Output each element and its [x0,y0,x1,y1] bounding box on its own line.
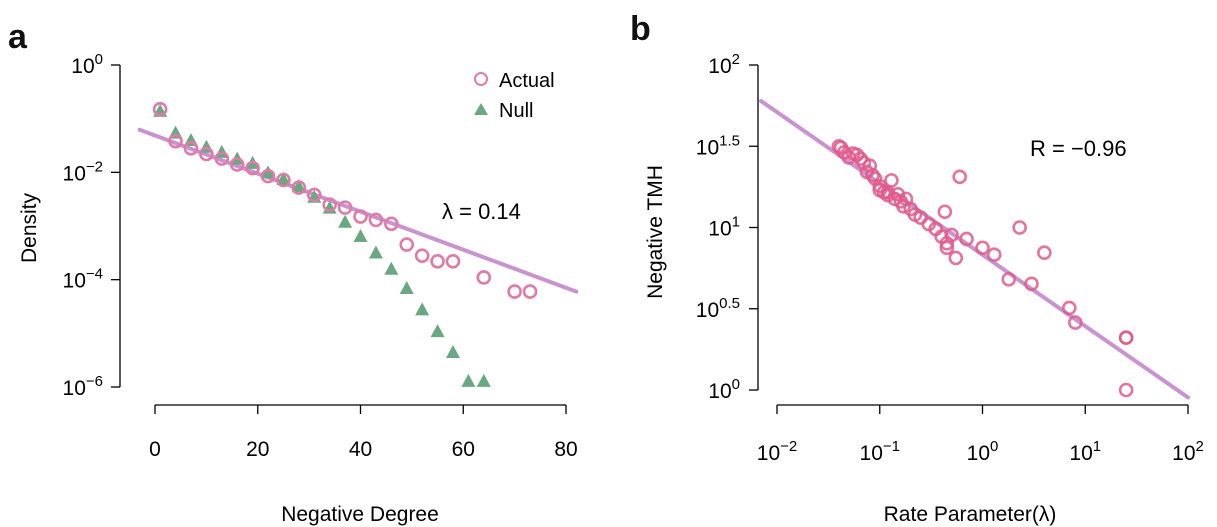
null-point [338,214,353,228]
panel-a-y-axis-label: Density [18,192,41,263]
tmh-point [944,227,959,243]
panel-a-x-tick-label: 0 [149,438,161,461]
panel-a-y-ticks: 100 10−2 10−4 10−6 [63,51,120,400]
panel-b-x-tick-label: 101 [1069,438,1101,465]
legend-actual-marker [474,72,488,86]
panel-b-fit-line-path [759,99,1190,400]
tmh-point [952,169,968,185]
tmh-point [884,173,899,188]
panel-b-x-tick-label: 100 [967,438,999,465]
null-point [368,245,383,259]
panel-letter-a: a [8,18,28,56]
tmh-point [986,247,1002,263]
actual-point [476,270,492,285]
panel-a-y-tick-label: 10−6 [63,373,103,400]
panel-b-y-tick-label: 101 [708,214,740,241]
null-point [291,179,306,193]
panel-a-x-ticks: 0 20 40 60 80 [149,405,578,461]
panel-a-x-tick-label: 40 [349,438,372,461]
panel-b-y-tick-label: 101.5 [696,132,740,159]
null-point [384,261,399,275]
panel-b-y-axis-label: Negative TMH [644,165,667,299]
actual-point [276,172,291,188]
panel-a-points [152,101,538,387]
actual-point [399,237,415,252]
panel-a-y-tick-label: 10−4 [63,266,103,293]
tmh-point [948,250,964,266]
panel-a-x-tick-label: 20 [246,438,269,461]
panel-a-y-tick-label: 100 [71,51,103,78]
panel-b-y-tick-label: 102 [708,51,740,78]
tmh-point [896,199,911,214]
legend-null-marker [474,103,488,115]
actual-point [199,146,214,162]
panel-b-points [831,139,1134,398]
panel-a-y-tick-label: 10−2 [63,158,103,185]
tmh-point [862,158,878,174]
panel-b-y-tick-label: 100 [708,376,740,403]
null-point [461,373,476,387]
panel-b-correlation-annotation: R = −0.96 [1030,136,1127,161]
panel-a-x-tick-label: 80 [554,438,577,461]
panel-b-x-axis-label: Rate Parameter(λ) [884,503,1057,526]
actual-point [368,212,384,228]
null-point [399,280,414,294]
actual-point [229,157,245,172]
panel-b-y-tick-label: 100.5 [696,295,740,322]
panel-b-x-tick-label: 10−1 [860,438,900,465]
actual-point [445,253,461,269]
actual-point [507,284,522,299]
tmh-point [937,204,953,220]
panel-a: a 0 20 40 60 80 100 10−2 10−4 10−6 Negative Deg… [8,18,579,526]
actual-point [322,197,337,212]
actual-point [353,209,368,224]
tmh-point [1012,220,1027,235]
tmh-point [1001,271,1017,287]
panel-b-x-tick-label: 102 [1172,438,1204,465]
null-point [415,302,430,316]
actual-point [260,168,276,184]
null-point [430,324,445,338]
panel-letter-b: b [630,10,651,48]
tmh-point [1067,315,1083,330]
panel-b-y-ticks: 100 100.5 101 101.5 102 [696,51,758,403]
null-point [353,229,368,243]
tmh-point [1024,276,1039,292]
panel-a-x-tick-label: 60 [452,438,475,461]
null-point [445,344,460,358]
tmh-point [1118,382,1134,398]
legend-actual-label: Actual [499,70,555,92]
actual-point [183,141,199,156]
null-point [276,172,291,186]
panel-b-x-ticks: 10−2 10−1 100 101 102 [757,405,1204,465]
tmh-point [939,240,955,256]
panel-b-x-tick-label: 10−2 [757,438,797,465]
tmh-point [1118,330,1134,345]
tmh-point [1037,245,1052,260]
panel-a-legend: Actual Null [474,70,555,122]
actual-point [306,187,322,203]
actual-point [522,284,538,299]
actual-point [291,180,307,195]
panel-b-fit-line [759,99,1190,400]
null-point [476,373,491,387]
legend-null-label: Null [499,100,533,122]
actual-point [414,248,430,263]
panel-a-x-axis-label: Negative Degree [281,503,439,526]
actual-point [384,216,399,232]
tmh-point [1062,300,1077,316]
panel-a-lambda-annotation: λ = 0.14 [442,199,521,224]
null-point [261,165,276,179]
tmh-point [975,240,990,256]
actual-point [214,151,230,166]
actual-point [337,200,353,215]
actual-point [168,133,183,149]
panel-b: b 10−2 10−1 100 101 102 100100.5101101.5102 … [630,10,1204,526]
actual-point [245,160,260,176]
actual-point [152,101,168,117]
tmh-point [959,231,974,247]
actual-point [430,253,445,269]
